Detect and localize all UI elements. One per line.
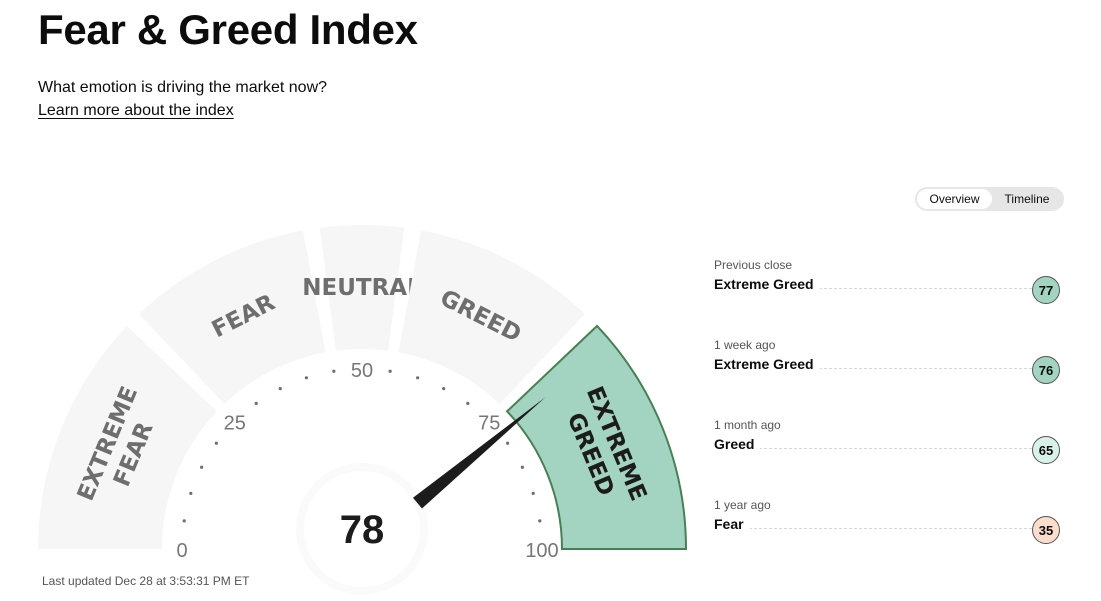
gauge-center	[304, 471, 420, 587]
scale-dot	[189, 491, 193, 495]
history-list: Previous close Extreme Greed 77 1 week a…	[714, 255, 1064, 575]
scale-dot	[520, 465, 524, 469]
last-updated: Last updated Dec 28 at 3:53:31 PM ET	[42, 574, 250, 588]
history-value-badge: 65	[1032, 436, 1060, 464]
scale-dot	[538, 519, 542, 523]
scale-dot	[416, 376, 420, 380]
leader-line	[714, 368, 1032, 369]
segment-label-word: NEUTRAL	[302, 275, 422, 301]
scale-tick-label: 75	[478, 413, 500, 435]
scale-dot	[254, 401, 258, 405]
history-when: 1 year ago	[714, 498, 771, 512]
gauge-segment-neutral	[319, 225, 405, 351]
toggle-timeline[interactable]: Timeline	[1004, 192, 1050, 206]
scale-dot	[506, 441, 510, 445]
page-title: Fear & Greed Index	[38, 6, 418, 53]
history-label: Extreme Greed	[714, 356, 820, 372]
scale-dot	[200, 465, 204, 469]
gauge-segment-fear	[138, 230, 326, 404]
scale-tick-label: 50	[351, 360, 373, 382]
scale-dot	[442, 387, 446, 391]
learn-more-link[interactable]: Learn more about the index	[38, 102, 234, 119]
gauge-segment-label-neutral: NEUTRAL	[302, 275, 422, 301]
leader-line	[714, 528, 1032, 529]
gauge-segment-extreme-fear	[38, 325, 217, 549]
history-when: Previous close	[714, 258, 793, 272]
gauge-segment-greed	[398, 230, 586, 404]
history-item: 1 week ago Extreme Greed 76	[714, 335, 1064, 415]
gauge-value: 78	[340, 508, 385, 552]
scale-tick-label: 25	[224, 413, 246, 435]
history-label: Greed	[714, 436, 761, 452]
history-value-badge: 76	[1032, 356, 1060, 384]
history-item: Previous close Extreme Greed 77	[714, 255, 1064, 335]
scale-tick-label: 0	[176, 540, 187, 562]
history-label: Fear	[714, 516, 750, 532]
gauge-needle	[413, 397, 546, 509]
history-item: 1 year ago Fear 35	[714, 495, 1064, 575]
scale-dot	[531, 491, 535, 495]
scale-dot	[466, 401, 470, 405]
page-subtitle: What emotion is driving the market now?	[38, 79, 328, 96]
toggle-overview[interactable]: Overview	[917, 189, 992, 209]
history-when: 1 week ago	[714, 338, 776, 352]
scale-dot	[278, 387, 282, 391]
scale-dot	[304, 376, 308, 380]
view-toggle: Overview Timeline	[915, 187, 1064, 211]
gauge-segment-extreme-greed	[505, 324, 688, 550]
scale-tick-label: 100	[525, 540, 558, 562]
scale-dot	[214, 441, 218, 445]
history-value-badge: 77	[1032, 276, 1060, 304]
history-value-badge: 35	[1032, 516, 1060, 544]
history-item: 1 month ago Greed 65	[714, 415, 1064, 495]
scale-dot	[182, 519, 186, 523]
scale-dot	[388, 369, 392, 373]
leader-line	[714, 448, 1032, 449]
history-when: 1 month ago	[714, 418, 781, 432]
history-label: Extreme Greed	[714, 276, 820, 292]
leader-line	[714, 288, 1032, 289]
scale-dot	[332, 369, 336, 373]
